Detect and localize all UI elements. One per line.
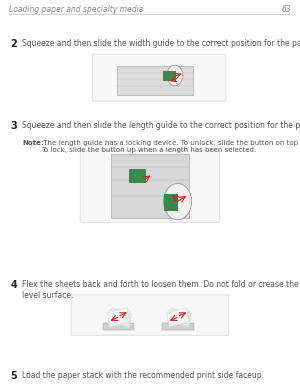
Circle shape (167, 65, 183, 86)
FancyBboxPatch shape (71, 295, 229, 335)
Text: Note:: Note: (22, 140, 44, 146)
FancyBboxPatch shape (164, 194, 178, 211)
FancyBboxPatch shape (117, 66, 193, 95)
Circle shape (164, 184, 192, 220)
FancyBboxPatch shape (111, 154, 189, 218)
FancyBboxPatch shape (163, 324, 194, 330)
FancyBboxPatch shape (92, 54, 226, 101)
Text: 2: 2 (11, 39, 17, 49)
Text: Squeeze and then slide the length guide to the correct position for the paper si: Squeeze and then slide the length guide … (22, 121, 300, 130)
FancyBboxPatch shape (110, 308, 132, 327)
Text: 3: 3 (11, 121, 17, 131)
Text: 5: 5 (11, 371, 17, 381)
Text: Squeeze and then slide the width guide to the correct position for the paper siz: Squeeze and then slide the width guide t… (22, 39, 300, 48)
Text: 4: 4 (11, 280, 17, 290)
FancyBboxPatch shape (107, 308, 130, 327)
Text: Load the paper stack with the recommended print side faceup.: Load the paper stack with the recommende… (22, 371, 265, 380)
FancyBboxPatch shape (129, 169, 146, 183)
FancyBboxPatch shape (169, 308, 191, 327)
Text: Loading paper and specialty media: Loading paper and specialty media (9, 5, 143, 14)
Text: 63: 63 (281, 5, 291, 14)
Text: The length guide has a locking device. To unlock, slide the button on top of the: The length guide has a locking device. T… (41, 140, 300, 153)
FancyBboxPatch shape (103, 324, 134, 330)
FancyBboxPatch shape (167, 308, 189, 327)
FancyBboxPatch shape (163, 71, 176, 81)
FancyBboxPatch shape (168, 309, 189, 326)
FancyBboxPatch shape (109, 309, 130, 326)
FancyBboxPatch shape (110, 309, 130, 326)
FancyBboxPatch shape (80, 150, 220, 222)
FancyBboxPatch shape (169, 309, 190, 326)
Text: Flex the sheets back and forth to loosen them. Do not fold or crease the paper. : Flex the sheets back and forth to loosen… (22, 280, 300, 300)
